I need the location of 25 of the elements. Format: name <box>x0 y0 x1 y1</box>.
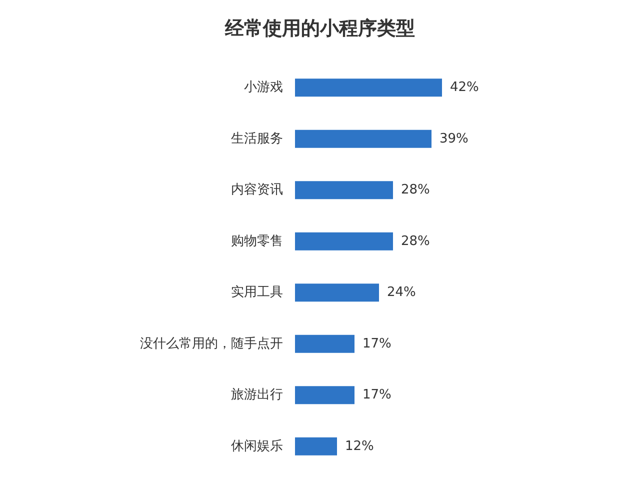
bar <box>295 334 354 353</box>
data-label: 28% <box>401 182 430 198</box>
bar <box>295 284 379 302</box>
bar <box>295 78 442 97</box>
bar <box>295 181 393 200</box>
y-tick-label: 实用工具 <box>231 285 283 300</box>
data-label: 17% <box>362 336 392 352</box>
y-tick-label: 旅游出行 <box>231 388 283 403</box>
bar <box>295 130 432 148</box>
bar <box>295 386 354 404</box>
bar <box>295 232 393 250</box>
bar <box>295 437 337 456</box>
y-tick-label: 购物零售 <box>231 234 283 249</box>
y-tick-label: 内容资讯 <box>231 182 283 198</box>
y-tick-label: 生活服务 <box>231 131 283 146</box>
data-label: 17% <box>362 388 392 403</box>
data-label: 42% <box>450 80 479 96</box>
y-tick-label: 休闲娱乐 <box>231 438 283 454</box>
data-label: 24% <box>387 285 416 300</box>
chart-title: 经常使用的小程序类型 <box>224 18 415 40</box>
y-tick-label: 小游戏 <box>244 80 283 96</box>
y-tick-label: 没什么常用的，随手点开 <box>140 336 283 352</box>
data-label: 12% <box>345 438 374 454</box>
data-label: 28% <box>401 234 430 249</box>
data-label: 39% <box>440 131 468 146</box>
